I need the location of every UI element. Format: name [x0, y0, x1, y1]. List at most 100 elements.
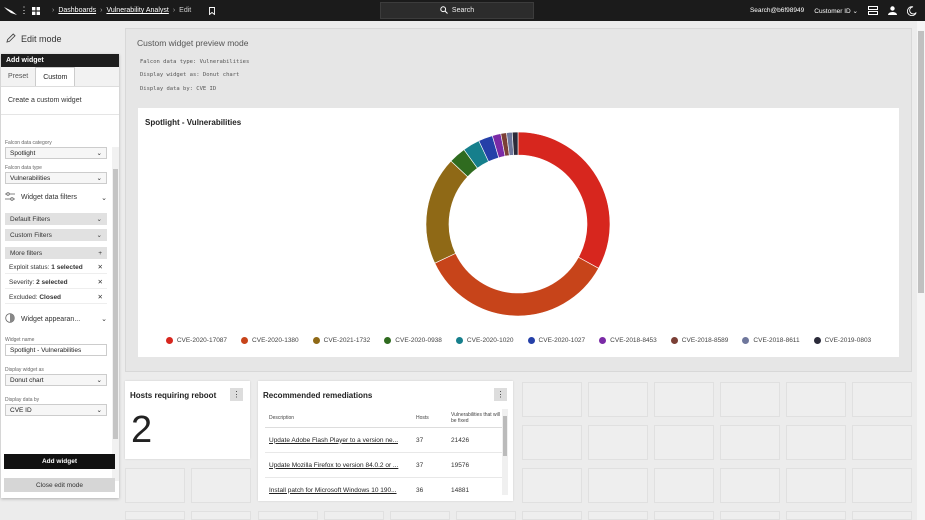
chip-value: 1 selected	[51, 263, 83, 271]
data-category-select[interactable]: Spotlight ⌄	[5, 147, 107, 159]
remediation-link[interactable]: Update Adobe Flash Player to a version n…	[269, 436, 398, 444]
data-filters-section[interactable]: Widget data filters ⌄	[5, 192, 107, 203]
plus-icon: +	[98, 249, 102, 257]
donut-slice-cve-2019-0803[interactable]	[511, 131, 519, 156]
empty-grid-slot	[654, 382, 714, 417]
close-icon[interactable]: ✕	[97, 264, 103, 271]
customer-id-selector[interactable]: Customer ID ⌄	[814, 7, 858, 15]
page-scrollbar-thumb[interactable]	[918, 31, 924, 293]
breadcrumb-vulnerability-analyst[interactable]: Vulnerability Analyst	[106, 7, 169, 14]
tab-custom[interactable]: Custom	[35, 67, 76, 86]
column-vulnerabilities[interactable]: Vulnerabilities that will be fixed	[451, 411, 501, 424]
bookmark-icon[interactable]	[209, 6, 216, 15]
widget-name-label: Widget name	[5, 337, 35, 343]
user-icon[interactable]	[888, 6, 897, 15]
legend-item-cve-2020-17087[interactable]: CVE-2020-17087	[165, 337, 227, 344]
legend-item-cve-2021-1732[interactable]: CVE-2021-1732	[312, 337, 371, 344]
vulnerabilities-cell: 21426	[451, 436, 470, 444]
default-filters-button[interactable]: Default Filters ⌄	[5, 213, 107, 225]
legend-item-cve-2019-0803[interactable]: CVE-2019-0803	[813, 337, 871, 344]
chevron-right-icon: ›	[52, 7, 55, 14]
custom-filters-button[interactable]: Custom Filters ⌄	[5, 229, 107, 241]
legend-item-cve-2020-0938[interactable]: CVE-2020-0938	[384, 337, 442, 344]
empty-grid-slot	[456, 511, 516, 520]
global-search[interactable]: Search	[380, 2, 534, 19]
panel-scrollbar-thumb[interactable]	[113, 169, 118, 439]
more-filters-button[interactable]: More filters +	[5, 247, 107, 259]
empty-grid-slot	[390, 511, 450, 520]
close-icon[interactable]: ✕	[97, 279, 103, 286]
breadcrumb-dashboards[interactable]: Dashboards	[58, 7, 97, 14]
empty-grid-slot	[852, 511, 912, 520]
donut-slice-cve-2020-17087[interactable]	[517, 131, 611, 269]
chart-title: Spotlight - Vulnerabilities	[145, 118, 242, 127]
dark-mode-icon[interactable]	[907, 5, 917, 16]
donut-slice-cve-2020-1380[interactable]	[434, 252, 600, 317]
appearance-icon	[5, 313, 15, 325]
falcon-logo-icon[interactable]	[0, 0, 20, 21]
panel-scrollbar[interactable]	[112, 147, 119, 481]
tab-preset[interactable]: Preset	[8, 73, 29, 80]
empty-grid-slot	[588, 511, 648, 520]
chevron-down-icon: ⌄	[96, 150, 102, 157]
table-scrollbar[interactable]	[502, 409, 508, 495]
legend-label: CVE-2021-1732	[323, 337, 371, 344]
empty-grid-slot	[588, 425, 648, 460]
edit-sidebar: Edit mode Add widget Preset Custom Creat…	[0, 21, 122, 520]
data-type-value: Vulnerabilities	[10, 174, 51, 182]
data-category-value: Spotlight	[10, 149, 36, 157]
empty-grid-slot	[720, 468, 780, 503]
display-by-select[interactable]: CVE ID ⌄	[5, 404, 107, 416]
legend-label: CVE-2018-8453	[610, 337, 657, 344]
chevron-down-icon: ⌄	[96, 216, 102, 223]
sliders-icon	[5, 192, 15, 203]
empty-grid-slot	[191, 511, 251, 520]
legend-item-cve-2018-8589[interactable]: CVE-2018-8589	[670, 337, 728, 344]
data-type-select[interactable]: Vulnerabilities ⌄	[5, 172, 107, 184]
user-account-label[interactable]: Search@b6f98949	[749, 7, 805, 14]
legend-item-cve-2020-1020[interactable]: CVE-2020-1020	[455, 337, 514, 344]
edit-mode-title: Edit mode	[21, 34, 62, 44]
filter-chip-severity: Severity: 2 selected ✕	[5, 276, 107, 289]
vulnerabilities-cell: 14881	[451, 486, 470, 494]
column-hosts[interactable]: Hosts	[416, 414, 429, 421]
appearance-label: Widget appearan...	[21, 315, 81, 323]
filter-chip-exploit-status: Exploit status: 1 selected ✕	[5, 261, 107, 274]
top-bar: ⋮ › Dashboards › Vulnerability Analyst ›…	[0, 0, 925, 21]
add-widget-button[interactable]: Add widget	[4, 454, 115, 469]
kebab-menu-icon[interactable]: ⋮	[494, 388, 507, 401]
close-edit-mode-button[interactable]: Close edit mode	[4, 478, 115, 492]
column-description[interactable]: Description	[269, 414, 295, 421]
empty-grid-slot	[720, 425, 780, 460]
widget-appearance-section[interactable]: Widget appearan... ⌄	[5, 313, 107, 325]
kebab-menu-icon[interactable]: ⋮	[230, 388, 243, 401]
remediation-link[interactable]: Update Mozilla Firefox to version 84.0.2…	[269, 461, 399, 469]
chevron-down-icon: ⌄	[96, 232, 102, 239]
close-icon[interactable]: ✕	[97, 294, 103, 301]
legend-item-cve-2018-8453[interactable]: CVE-2018-8453	[599, 337, 657, 344]
table-scrollbar-thumb[interactable]	[503, 416, 507, 456]
remediations-title: Recommended remediations	[263, 391, 373, 400]
remediation-link[interactable]: Install patch for Microsoft Windows 10 1…	[269, 486, 397, 494]
kebab-menu-icon[interactable]: ⋮	[19, 5, 29, 15]
empty-grid-slot	[852, 382, 912, 417]
legend-item-cve-2018-8611[interactable]: CVE-2018-8611	[742, 337, 800, 344]
empty-grid-slot	[258, 511, 318, 520]
messages-icon[interactable]	[868, 6, 878, 15]
legend-item-cve-2020-1380[interactable]: CVE-2020-1380	[241, 337, 299, 344]
grid-menu-icon[interactable]	[28, 6, 44, 15]
legend-item-cve-2020-1027[interactable]: CVE-2020-1027	[527, 337, 585, 344]
display-as-select[interactable]: Donut chart ⌄	[5, 374, 107, 386]
empty-grid-slot	[522, 511, 582, 520]
legend-swatch	[670, 337, 678, 344]
widget-name-input[interactable]: Spotlight - Vulnerabilities	[5, 344, 107, 356]
pencil-icon	[6, 33, 16, 45]
chevron-right-icon: ›	[172, 7, 176, 14]
chip-label: Exploit status:	[9, 263, 50, 271]
page-scrollbar[interactable]	[917, 21, 925, 520]
donut-slice-cve-2021-1732[interactable]	[425, 160, 469, 264]
display-by-label: Display data by	[5, 397, 40, 403]
breadcrumb: › Dashboards › Vulnerability Analyst › E…	[48, 6, 216, 15]
legend-label: CVE-2020-1020	[466, 337, 514, 344]
legend-swatch	[241, 337, 249, 344]
